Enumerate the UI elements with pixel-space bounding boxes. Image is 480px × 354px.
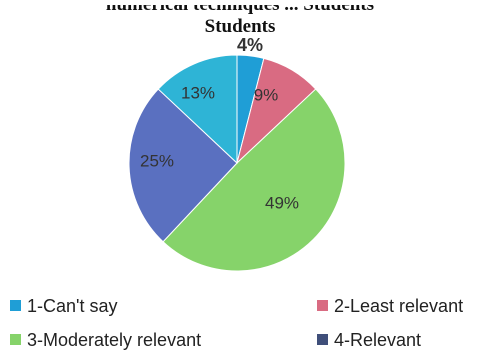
- legend-label-3: 3-Moderately relevant: [27, 330, 202, 350]
- legend-item-1: 1-Can't say: [10, 296, 117, 316]
- pie-slice-4: [128, 88, 238, 243]
- title-line-2: Students: [204, 16, 276, 37]
- legend-swatch-2: [317, 299, 328, 311]
- legend-item-2: 2-Least relevant: [317, 296, 463, 316]
- pie-slice-5: [157, 54, 238, 165]
- pie-slice-3: [162, 88, 346, 272]
- legend-item-4: 4-Relevant: [317, 330, 421, 350]
- data-label-3: 49%: [265, 193, 299, 212]
- legend-label-4: 4-Relevant: [334, 330, 422, 350]
- data-label-1: 4%: [237, 35, 263, 55]
- chart-title: numerical techniques ... Students Studen…: [0, 0, 480, 38]
- legend-swatch-1: [10, 299, 21, 311]
- legend-label-2: 2-Least relevant: [334, 296, 464, 316]
- legend-swatch-4: [317, 333, 328, 345]
- title-line-1: numerical techniques ... Students: [105, 0, 375, 15]
- pie-chart: 4% 9% 49% 25% 13%: [128, 35, 346, 272]
- data-label-5: 13%: [181, 83, 215, 102]
- data-label-2: 9%: [254, 85, 279, 104]
- data-label-4: 25%: [140, 151, 174, 170]
- legend-label-1: 1-Can't say: [27, 296, 118, 316]
- legend-swatch-3: [10, 333, 21, 345]
- legend-item-3: 3-Moderately relevant: [10, 330, 201, 350]
